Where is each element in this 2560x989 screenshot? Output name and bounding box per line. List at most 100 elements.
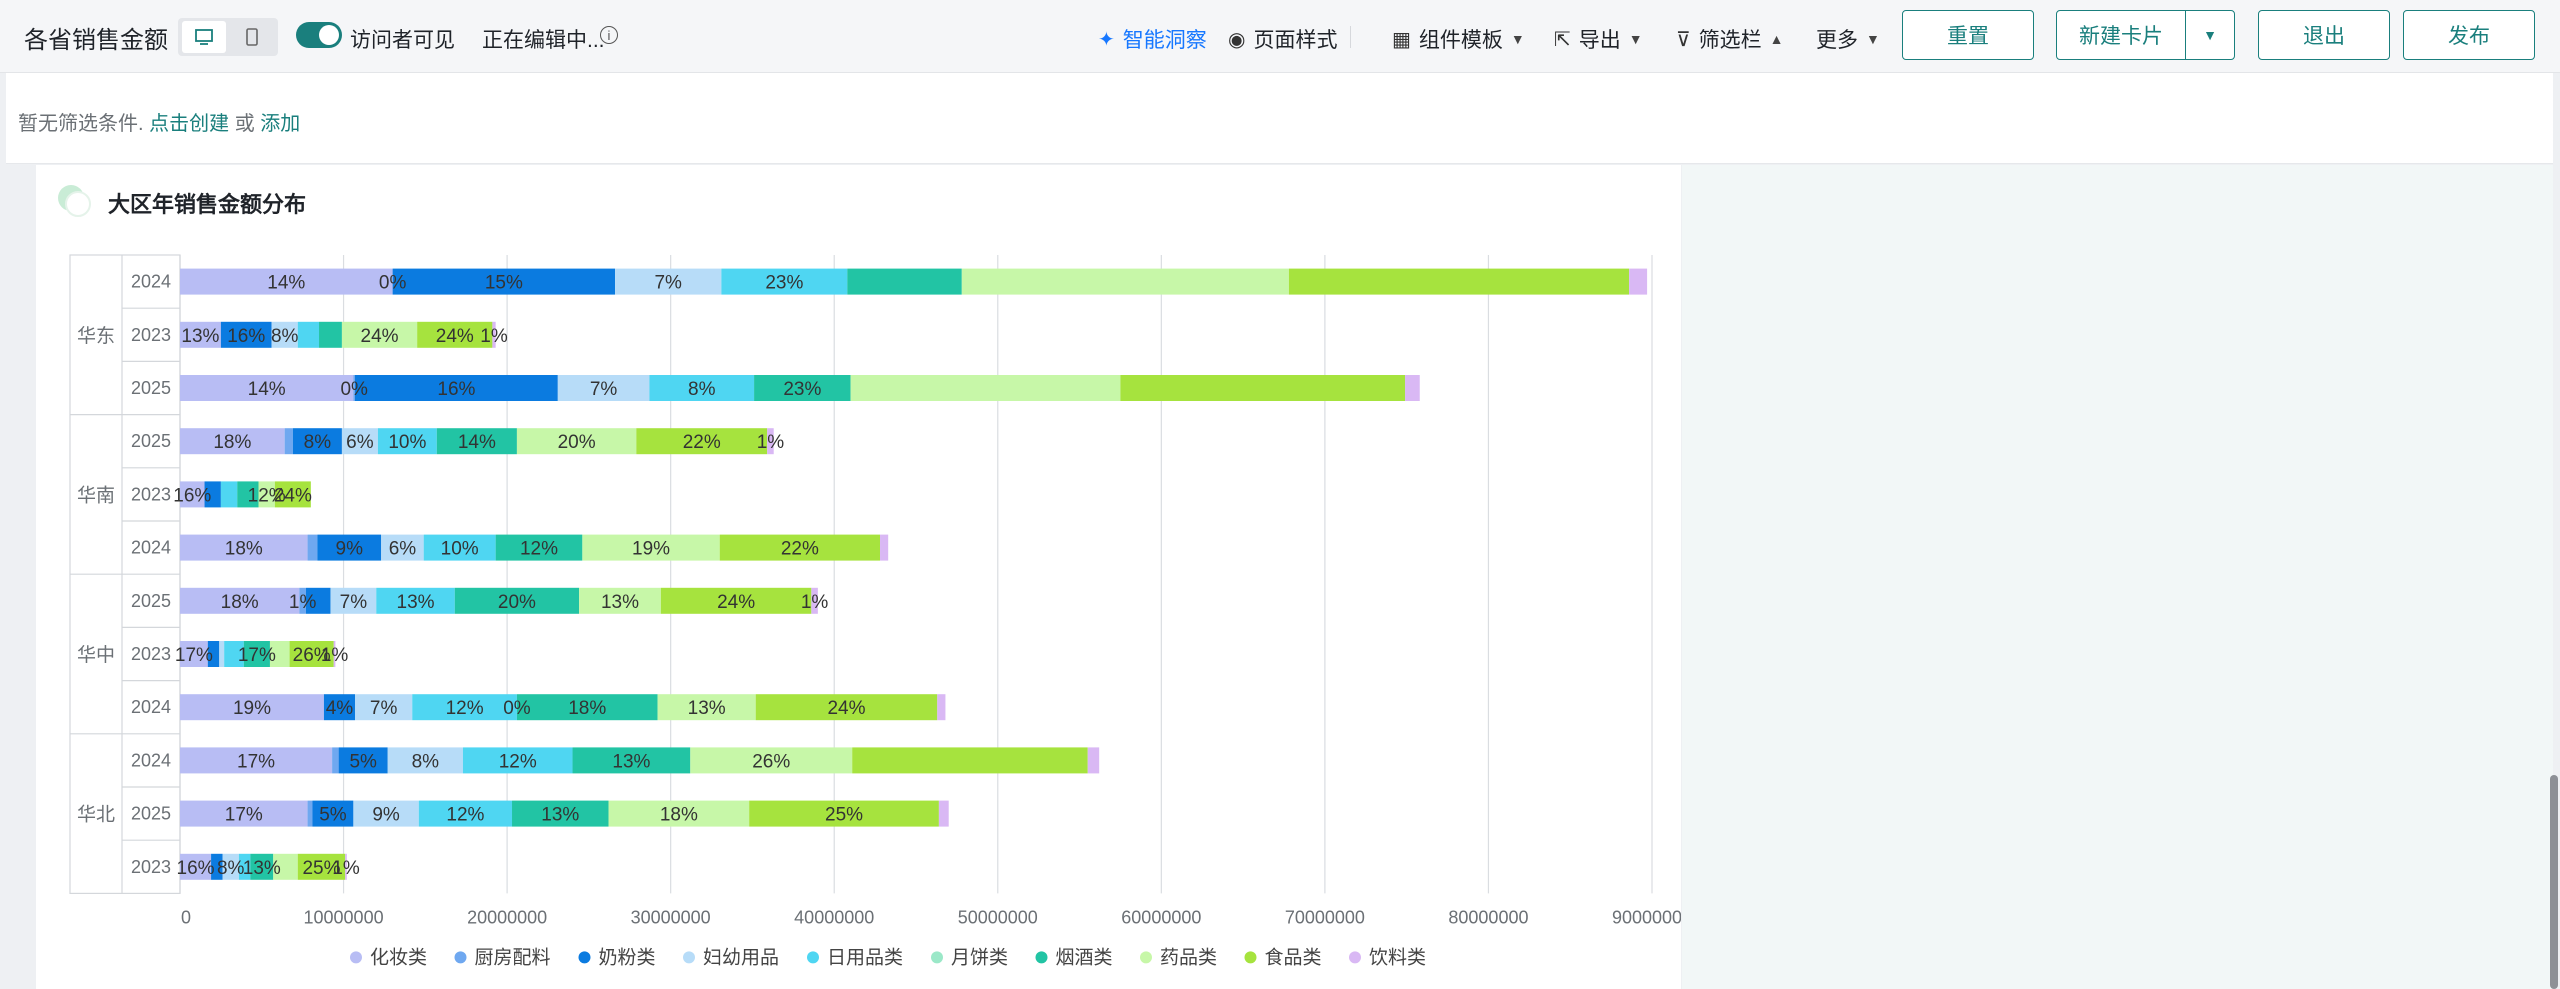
bar-segment <box>319 321 342 348</box>
year-label: 2024 <box>131 538 171 558</box>
data-label: 20% <box>558 432 596 453</box>
bar-segment <box>307 800 313 827</box>
bar-segment <box>649 375 755 401</box>
data-label: 8% <box>271 326 299 347</box>
legend-label: 日用品类 <box>827 946 903 968</box>
bar-segment <box>224 641 244 667</box>
data-label: 18% <box>213 432 251 453</box>
export-label: 导出 <box>1578 29 1621 52</box>
x-tick-label: 90000000 <box>1612 907 1681 927</box>
chevron-down-icon: ▼ <box>1866 31 1880 47</box>
data-label: 0% <box>340 379 368 400</box>
data-label: 16% <box>437 379 475 400</box>
bar-segment <box>660 587 812 614</box>
bar-segment <box>512 800 609 827</box>
bar-segment <box>222 853 239 880</box>
exit-button[interactable]: 退出 <box>2258 10 2390 60</box>
year-label: 2024 <box>131 750 171 770</box>
bar-segment <box>690 747 853 774</box>
chevron-down-icon: ▼ <box>1510 31 1525 47</box>
legend-marker <box>1349 951 1361 964</box>
bar-segment <box>721 268 848 295</box>
bar-segment <box>811 587 818 614</box>
bar-segment <box>454 587 580 614</box>
data-label: 23% <box>765 273 803 294</box>
bar-segment <box>180 481 205 508</box>
bar-segment <box>180 747 333 774</box>
region-label: 华北 <box>77 804 115 826</box>
x-tick-label: 30000000 <box>631 907 711 927</box>
vertical-scrollbar[interactable] <box>2550 775 2558 989</box>
reset-button[interactable]: 重置 <box>1902 10 2034 60</box>
data-label: 13% <box>612 751 650 772</box>
data-label: 26% <box>752 751 790 772</box>
data-label: 8% <box>304 432 332 453</box>
data-label: 7% <box>590 379 618 400</box>
bar-segment <box>417 321 493 348</box>
data-label: 17% <box>237 751 275 772</box>
bar-segment <box>299 587 306 614</box>
mobile-view-button[interactable] <box>230 21 274 53</box>
bar-segment <box>238 853 251 880</box>
legend-marker <box>350 951 362 964</box>
data-label: 17% <box>238 645 276 666</box>
legend-label: 厨房配料 <box>475 946 551 968</box>
bar-segment <box>333 641 336 667</box>
bar-segment <box>495 534 583 561</box>
desktop-view-button[interactable] <box>182 21 226 53</box>
more-label: 更多 <box>1816 29 1858 52</box>
data-label: 10% <box>441 539 479 560</box>
template-icon: ▦ <box>1392 28 1411 51</box>
bar-segment <box>937 694 946 721</box>
ai-insight-button[interactable]: ✦ 智能洞察 <box>1098 24 1207 54</box>
top-toolbar: 各省销售金额 访问者可见 正在编辑中... i ✦ 智能洞察 ◉ 页面样式 ▦ … <box>0 0 2560 73</box>
bar-segment <box>767 428 774 455</box>
legend-marker <box>931 951 943 964</box>
x-tick-label: 80000000 <box>1448 907 1528 927</box>
component-template-label: 组件模板 <box>1418 29 1503 52</box>
data-label: 18% <box>225 539 263 560</box>
x-tick-label: 60000000 <box>1121 907 1201 927</box>
data-label: 19% <box>632 539 670 560</box>
bar-segment <box>1629 268 1648 295</box>
publish-button[interactable]: 发布 <box>2403 10 2535 60</box>
create-filter-link[interactable]: 点击创建 <box>149 113 230 135</box>
bar-segment <box>579 587 661 614</box>
bar-segment <box>271 321 298 348</box>
bar-segment <box>462 747 573 774</box>
export-button[interactable]: ⇱ 导出 ▼ <box>1554 24 1643 54</box>
visitor-visible-toggle[interactable] <box>296 22 342 48</box>
chart-card[interactable]: 大区年销售金额分布 0 10000000 20000000 30000000 40000… <box>36 165 1681 989</box>
bar-segment <box>1120 375 1406 401</box>
legend-label: 化妆类 <box>370 946 427 968</box>
data-label: 13% <box>397 592 435 613</box>
bar-segment <box>353 800 419 827</box>
bar-segment <box>755 694 938 721</box>
bar-segment <box>332 747 339 774</box>
bar-segment <box>754 375 851 401</box>
add-filter-link[interactable]: 添加 <box>260 113 301 135</box>
data-label: 1% <box>321 645 349 666</box>
new-card-button[interactable]: 新建卡片 <box>2056 10 2186 60</box>
data-label: 18% <box>221 592 259 613</box>
data-label: 22% <box>683 432 721 453</box>
filter-bar-button[interactable]: ⊽ 筛选栏 ▲ <box>1676 24 1784 54</box>
bar-segment <box>418 800 513 827</box>
bar-segment <box>852 747 1088 774</box>
data-label: 12% <box>446 698 484 719</box>
bar-segment <box>938 800 949 827</box>
bar-segment <box>237 481 259 508</box>
new-card-dropdown-button[interactable]: ▼ <box>2185 10 2235 60</box>
export-icon: ⇱ <box>1554 28 1571 51</box>
info-icon[interactable]: i <box>600 26 618 44</box>
page-style-button[interactable]: ◉ 页面样式 <box>1228 24 1337 54</box>
more-button[interactable]: 更多 ▼ <box>1816 24 1880 54</box>
bar-segment <box>749 800 939 827</box>
bar-segment <box>341 428 378 455</box>
filter-empty-text: 暂无筛选条件. <box>18 113 144 135</box>
data-label: 6% <box>346 432 374 453</box>
legend-marker <box>807 951 819 964</box>
legend-marker <box>1035 951 1048 964</box>
bar-segment <box>204 481 221 508</box>
component-template-button[interactable]: ▦ 组件模板 ▼ <box>1392 24 1525 54</box>
